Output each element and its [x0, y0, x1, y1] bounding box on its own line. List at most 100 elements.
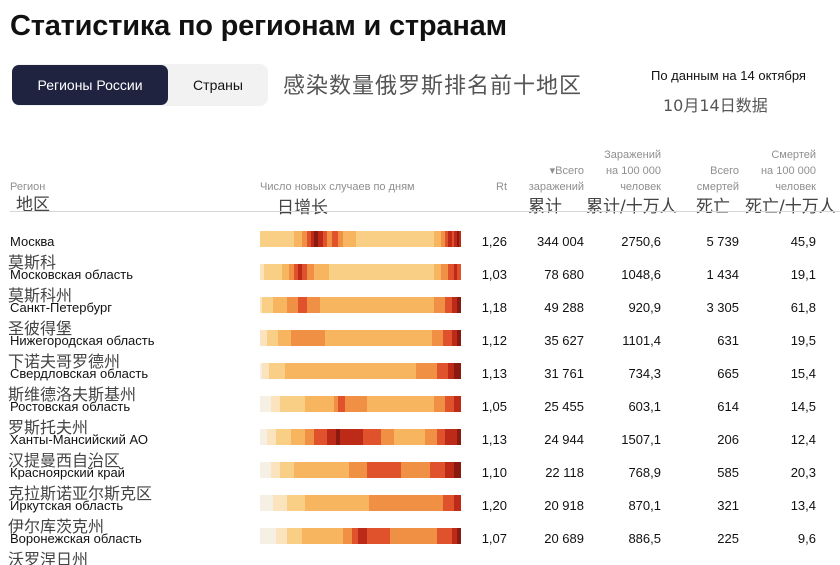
column-header-deaths-per100k[interactable]: Смертей на 100 000 человек — [760, 149, 816, 193]
region-name[interactable]: Нижегородская область — [10, 333, 155, 348]
total-deaths-value: 3 305 — [706, 300, 739, 315]
tab-regions-russia[interactable]: Регионы России — [12, 65, 168, 105]
heatmap-cell — [273, 528, 276, 544]
region-name[interactable]: Свердловская область — [10, 366, 149, 381]
region-name[interactable]: Санкт-Петербург — [10, 300, 112, 315]
heatmap-cell — [420, 495, 424, 511]
heatmap-cell — [369, 231, 372, 247]
deaths-per-100k-value: 20,3 — [790, 465, 816, 480]
overlay-caption: 感染数量俄罗斯排名前十地区 — [283, 74, 583, 99]
new-cases-heatmap-strip[interactable] — [260, 297, 462, 313]
heatmap-cell — [432, 396, 435, 412]
heatmap-cell — [373, 330, 377, 346]
column-header-deaths[interactable]: Всего смертей — [696, 165, 739, 193]
heatmap-cell — [291, 462, 294, 478]
heatmap-cell — [449, 429, 453, 445]
heatmap-cell — [268, 462, 272, 478]
table-row[interactable]: Ханты-Мансийский АО 汉提曼西自治区 1,13 24 944 1507… — [0, 429, 840, 470]
region-name[interactable]: Ростовская область — [10, 399, 131, 414]
new-cases-heatmap-strip[interactable] — [260, 330, 462, 346]
heatmap-cell — [373, 396, 377, 412]
tab-countries[interactable]: Страны — [193, 77, 243, 93]
table-row[interactable]: Нижегородская область 下诺夫哥罗德州 1,12 35 627 11… — [0, 330, 840, 371]
heatmap-cell — [320, 495, 323, 511]
new-cases-heatmap-strip[interactable] — [260, 528, 462, 544]
heatmap-cell — [277, 264, 281, 280]
total-deaths-value: 321 — [717, 498, 739, 513]
header-divider — [10, 211, 840, 212]
column-header-rt[interactable]: Rt — [496, 181, 507, 193]
heatmap-cell — [416, 330, 419, 346]
heatmap-cell — [423, 363, 426, 379]
heatmap-cell — [432, 264, 435, 280]
heatmap-cell — [409, 429, 412, 445]
new-cases-heatmap-strip[interactable] — [260, 429, 462, 445]
heatmap-cell — [436, 396, 439, 412]
heatmap-cell — [277, 495, 281, 511]
heatmap-cell — [382, 297, 386, 313]
new-cases-heatmap-strip[interactable] — [260, 363, 462, 379]
heatmap-cell — [385, 363, 388, 379]
heatmap-cell — [300, 495, 303, 511]
heatmap-cell — [385, 330, 388, 346]
heatmap-cell — [447, 231, 450, 247]
column-header-total-sorted[interactable]: ▾Всего заражений — [528, 165, 584, 193]
heatmap-cell — [313, 231, 316, 247]
table-row[interactable]: Свердловская область 斯维德洛夫斯基州 1,13 31 761 73… — [0, 363, 840, 404]
heatmap-cell — [340, 528, 343, 544]
column-header-per100k[interactable]: Заражений на 100 000 человек — [604, 149, 661, 193]
heatmap-cell — [333, 231, 336, 247]
table-row[interactable]: Воронежская область 沃罗涅日州 1,07 20 689 886,5 2… — [0, 528, 840, 565]
new-cases-heatmap-strip[interactable] — [260, 462, 462, 478]
heatmap-cell — [445, 495, 448, 511]
heatmap-cell — [394, 297, 397, 313]
heatmap-cell — [367, 231, 370, 247]
heatmap-cell — [400, 363, 403, 379]
region-name[interactable]: Москва — [10, 234, 55, 249]
column-header-deaths-per100k-translation: 死亡/十万人 — [745, 197, 836, 217]
table-row[interactable]: Иркутская область 伊尔库茨克州 1,20 20 918 870,1 32… — [0, 495, 840, 536]
heatmap-cell — [264, 297, 267, 313]
region-name[interactable]: Красноярский край — [10, 465, 125, 480]
table-row[interactable]: Московская область 莫斯科州 1,03 78 680 1048,6 1 … — [0, 264, 840, 305]
heatmap-cell — [447, 495, 450, 511]
new-cases-heatmap-strip[interactable] — [260, 495, 462, 511]
heatmap-cell — [264, 264, 267, 280]
heatmap-cell — [449, 396, 453, 412]
rt-value: 1,07 — [481, 531, 507, 546]
heatmap-cell — [282, 231, 285, 247]
heatmap-cell — [365, 396, 368, 412]
heatmap-cell — [289, 363, 292, 379]
heatmap-cell — [344, 396, 348, 412]
new-cases-heatmap-strip[interactable] — [260, 231, 462, 247]
heatmap-cell — [405, 429, 408, 445]
heatmap-cell — [456, 231, 459, 247]
total-cases-value: 25 455 — [544, 399, 584, 414]
heatmap-cell — [344, 429, 348, 445]
heatmap-cell — [304, 297, 307, 313]
region-name[interactable]: Иркутская область — [10, 498, 124, 513]
heatmap-cell — [327, 528, 330, 544]
heatmap-cell — [369, 528, 372, 544]
region-name[interactable]: Воронежская область — [10, 531, 142, 546]
region-name[interactable]: Московская область — [10, 267, 134, 282]
table-row[interactable]: Ростовская область 罗斯托夫州 1,05 25 455 603,1 61… — [0, 396, 840, 437]
table-row[interactable]: Красноярский край 克拉斯诺亚尔斯克区 1,10 22 118 768,… — [0, 462, 840, 503]
new-cases-heatmap-strip[interactable] — [260, 264, 462, 280]
heatmap-cell — [313, 330, 316, 346]
heatmap-cell — [266, 330, 269, 346]
heatmap-cell — [391, 396, 395, 412]
heatmap-cell — [260, 396, 263, 412]
table-row[interactable]: Санкт-Петербург 圣彼得堡 1,18 49 288 920,9 3 305 6… — [0, 297, 840, 338]
heatmap-cell — [416, 495, 419, 511]
heatmap-cell — [414, 330, 417, 346]
heatmap-cell — [324, 528, 328, 544]
date-note-translation: 10月14日数据 — [663, 96, 768, 115]
heatmap-cell — [449, 231, 453, 247]
heatmap-cell — [396, 429, 399, 445]
region-name[interactable]: Ханты-Мансийский АО — [10, 432, 148, 447]
heatmap-cell — [275, 330, 278, 346]
heatmap-cell — [407, 264, 410, 280]
new-cases-heatmap-strip[interactable] — [260, 396, 462, 412]
table-row[interactable]: Москва 莫斯科 1,26 344 004 2750,6 5 739 45,9 — [0, 231, 840, 272]
